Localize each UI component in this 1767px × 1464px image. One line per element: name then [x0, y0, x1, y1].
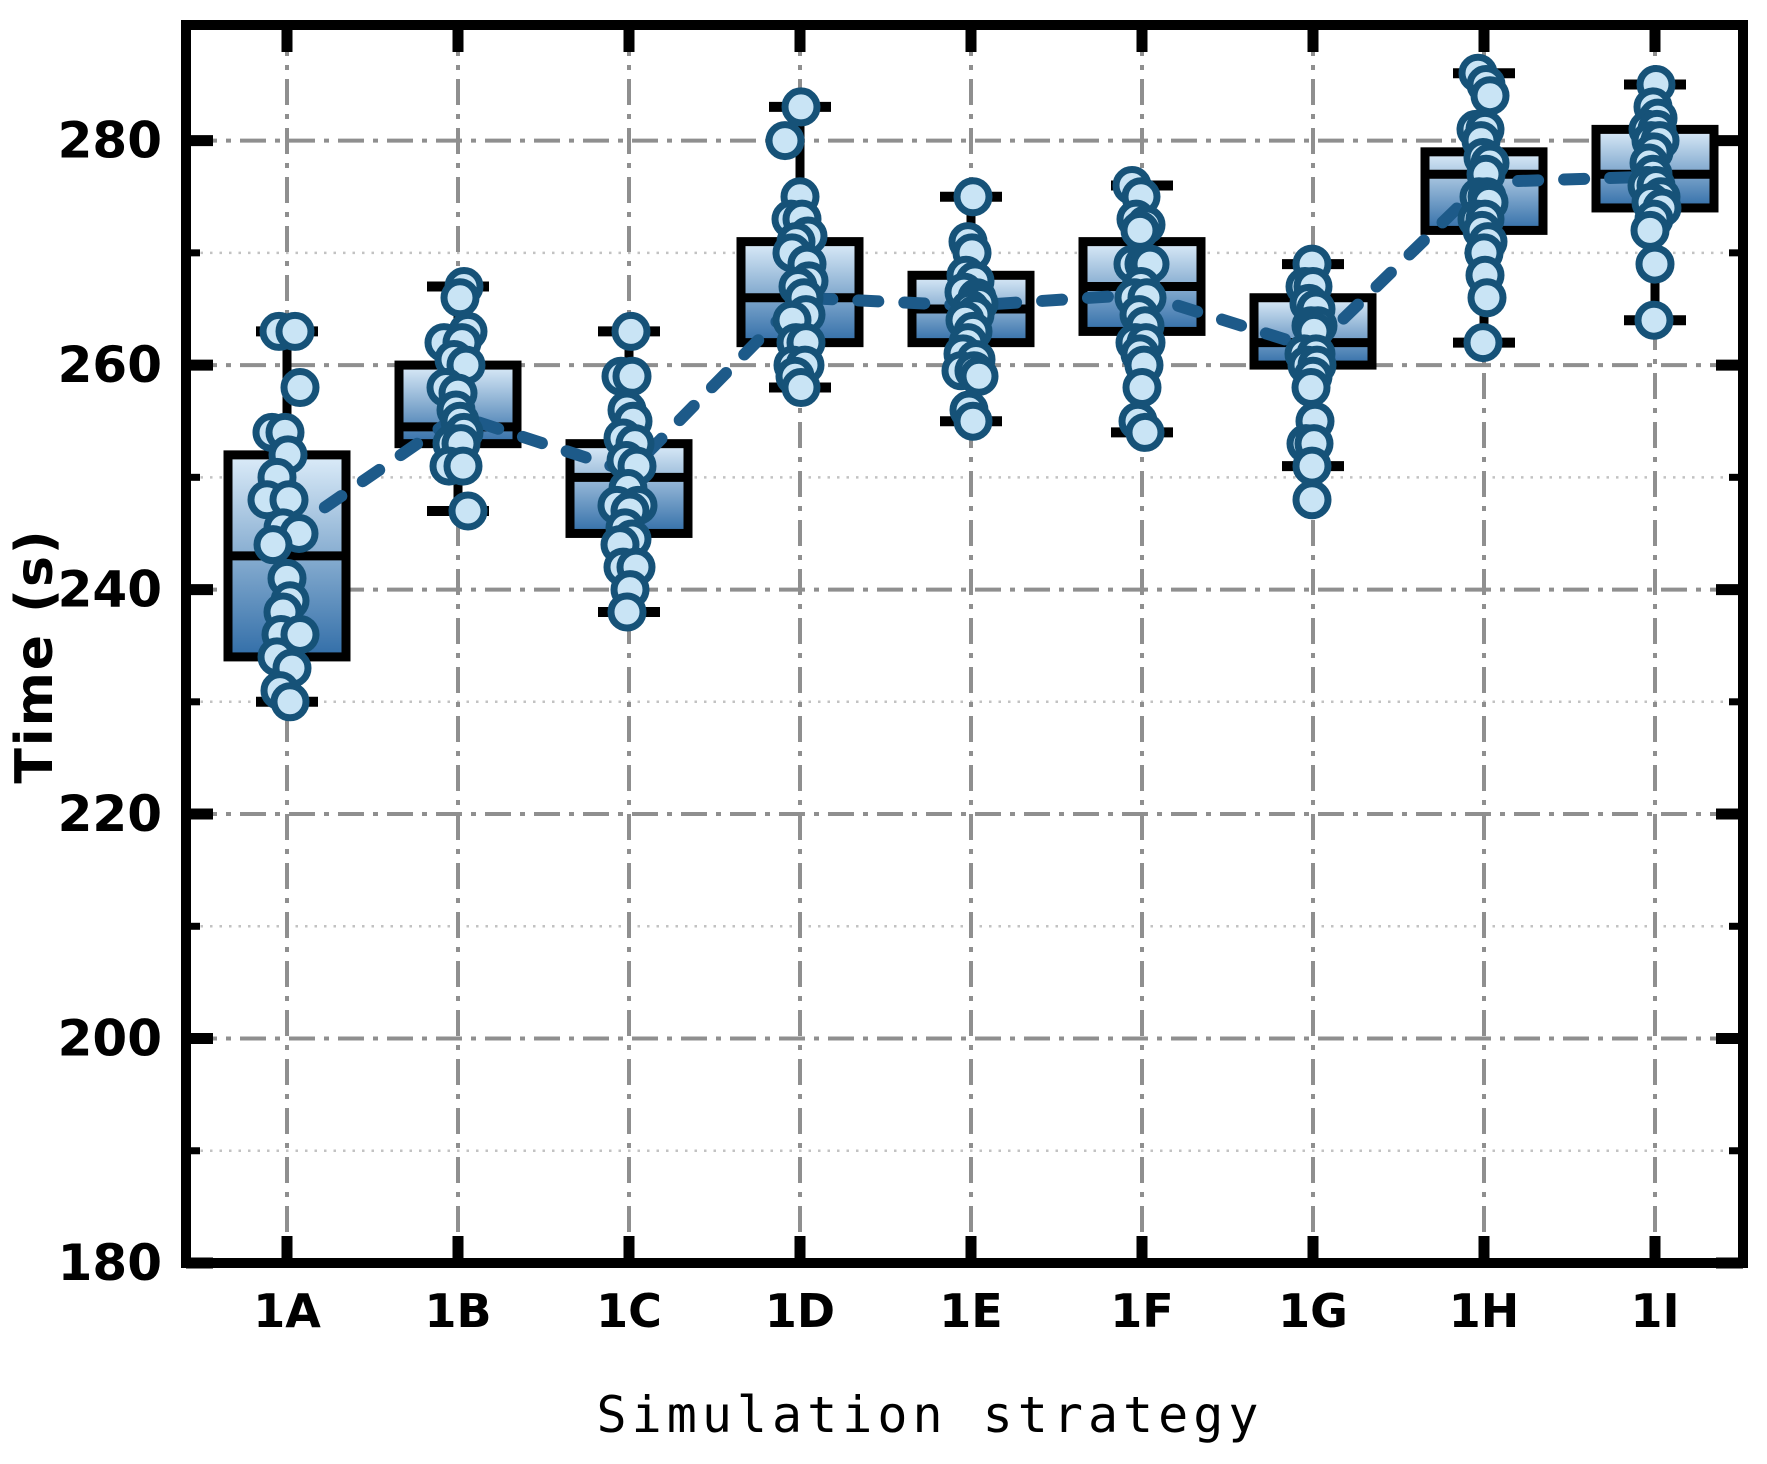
- scatter-point: [1630, 210, 1670, 250]
- scatter-point: [611, 311, 651, 351]
- y-tick-label: 200: [58, 1010, 162, 1068]
- x-tick-label: 1A: [253, 1284, 321, 1338]
- scatter-point: [1125, 412, 1165, 452]
- scatter-point: [607, 592, 647, 632]
- x-tick-label: 1B: [424, 1284, 491, 1338]
- x-tick-label: 1G: [1278, 1284, 1348, 1338]
- x-axis-title: Simulation strategy: [597, 1386, 1264, 1444]
- scatter-point: [1122, 368, 1162, 408]
- scatter-point: [781, 87, 821, 127]
- scatter-point: [253, 525, 293, 565]
- scatter-point: [781, 368, 821, 408]
- scatter-layer: [247, 53, 1682, 722]
- y-tick-label: 280: [58, 112, 162, 170]
- plot-frame: [181, 20, 1748, 1268]
- y-tick-label: 240: [58, 561, 162, 619]
- scatter-point: [443, 446, 483, 486]
- scatter-point: [1120, 210, 1160, 250]
- scatter-point: [953, 401, 993, 441]
- scatter-point: [1635, 244, 1675, 284]
- scatter-point: [953, 177, 993, 217]
- scatter-point: [1292, 446, 1332, 486]
- scatter-point: [1634, 300, 1674, 340]
- x-tick-label: 1F: [1110, 1284, 1173, 1338]
- x-tick-label: 1H: [1449, 1284, 1520, 1338]
- y-tick-label: 260: [58, 336, 162, 394]
- scatter-point: [959, 356, 999, 396]
- scatter-point: [1292, 480, 1332, 520]
- y-tick-label: 220: [58, 785, 162, 843]
- scatter-point: [280, 368, 320, 408]
- scatter-point: [1467, 278, 1507, 318]
- scatter-point: [275, 311, 315, 351]
- scatter-point: [270, 682, 310, 722]
- scatter-point: [612, 356, 652, 396]
- scatter-point: [765, 121, 805, 161]
- y-axis-title: Time (s): [5, 528, 65, 783]
- x-tick-label: 1D: [765, 1284, 835, 1338]
- scatter-point: [440, 278, 480, 318]
- y-tick-label: 180: [58, 1234, 162, 1292]
- scatter-point: [1463, 323, 1503, 363]
- x-tick-label: 1I: [1630, 1284, 1679, 1338]
- x-tick-label: 1E: [939, 1284, 1002, 1338]
- axes-frame: [181, 20, 1748, 1268]
- tick-labels: 180 200 220 240 260 280 1A 1B 1C 1D 1E 1F 1G 1H 1I: [58, 112, 1680, 1338]
- scatter-point: [1470, 76, 1510, 116]
- x-tick-label: 1C: [596, 1284, 662, 1338]
- scatter-point: [1291, 368, 1331, 408]
- scatter-point: [448, 491, 488, 531]
